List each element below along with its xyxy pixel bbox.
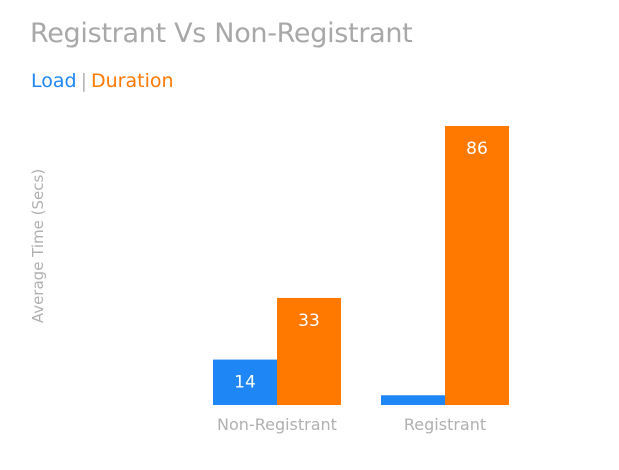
legend-item-load[interactable]: Load — [31, 70, 77, 92]
data-label-load-non-registrant: 14 — [234, 373, 256, 393]
legend-separator: | — [80, 70, 87, 92]
x-tick-label-non-registrant: Non-Registrant — [217, 415, 337, 434]
bar-load-non-registrant[interactable] — [213, 359, 277, 405]
data-label-duration-registrant: 86 — [466, 139, 488, 159]
bar-duration-registrant[interactable] — [445, 126, 509, 405]
legend-item-duration[interactable]: Duration — [91, 70, 174, 92]
bar-load-registrant[interactable] — [381, 395, 445, 405]
data-label-duration-non-registrant: 33 — [298, 311, 320, 331]
bar-duration-non-registrant[interactable] — [277, 297, 341, 405]
chart-title: Registrant Vs Non-Registrant — [30, 18, 413, 49]
legend: Load | Duration — [31, 70, 174, 92]
x-tick-label-registrant: Registrant — [404, 415, 486, 434]
